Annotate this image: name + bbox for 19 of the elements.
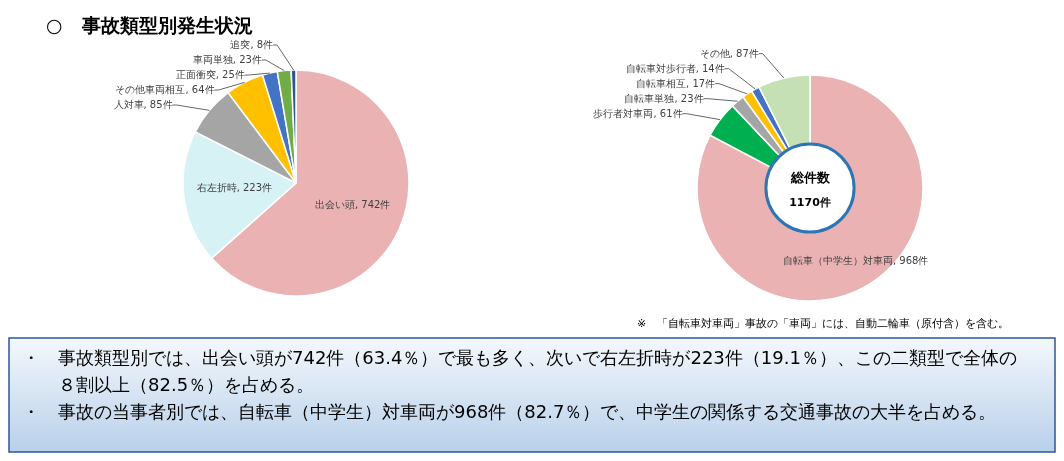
text: ・ 事故の当事者別では、自転車（中学生）対車両が968件（82.7％）で、中学生の関係する交通事故の大半を占める。: [22, 401, 997, 422]
text: ・ 事故類型別では、出会い頭が742件（63.4％）で最も多く、次いで右左折時が223件（19.1％）、この二類型で全体の８割以上（82.5％）を占める。: [22, 347, 1017, 395]
chart-title: ○ 事故類型別発生状況: [46, 14, 253, 36]
text: ※ 「自転車対車両」事故の「車両」には、自動二輪車（原付含）を含む。: [637, 317, 1010, 330]
slice-label: 右左折時, 223件: [196, 181, 273, 193]
slice-label: 人対車, 85件: [113, 99, 173, 111]
text: 1170件: [789, 196, 831, 209]
slice-label: 歩行者対車両, 61件: [593, 107, 683, 119]
slice-label: 自転車単独, 23件: [624, 92, 704, 104]
slice-label: 自転車対歩行者, 14件: [625, 62, 725, 74]
slice-label: その他, 87件: [699, 47, 759, 59]
slice-label: 出会い頭, 742件: [314, 199, 391, 211]
text: 総件数: [789, 170, 831, 185]
slice-label: その他車両相互, 64件: [115, 84, 215, 96]
slice-label: 自転車（中学生）対車両, 968件: [782, 254, 929, 266]
slice-label: 車両単独, 23件: [192, 54, 262, 66]
slice-label: 追突, 8件: [230, 39, 274, 51]
slice-label: 自転車相互, 17件: [636, 77, 716, 89]
slice-label: 正面衝突, 25件: [175, 69, 245, 81]
